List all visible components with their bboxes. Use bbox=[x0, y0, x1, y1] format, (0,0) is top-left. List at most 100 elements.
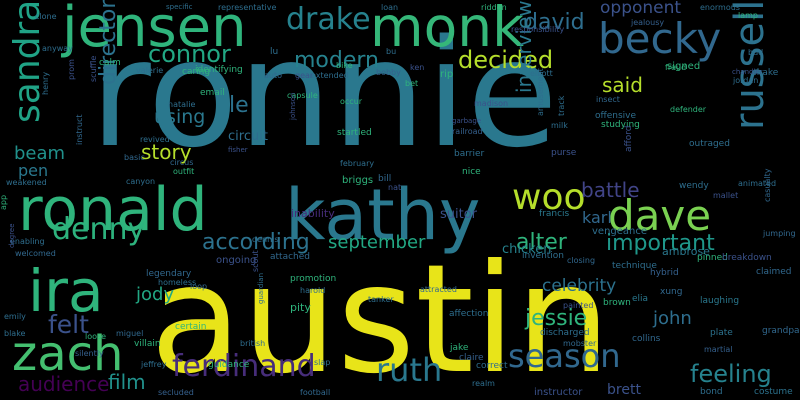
word-instruct: instruct bbox=[75, 114, 84, 146]
word-audience: audience bbox=[18, 372, 110, 396]
word-emily: emily bbox=[4, 312, 26, 321]
word-jeffrey: jeffrey bbox=[141, 360, 167, 369]
word-hybrid: hybrid bbox=[650, 268, 679, 278]
word-bobby: bobby bbox=[376, 68, 401, 77]
word-connor: connor bbox=[148, 40, 231, 68]
word-specific: specific bbox=[166, 3, 193, 11]
word-karl: karl bbox=[582, 208, 612, 227]
word-prom: prom bbox=[67, 59, 76, 80]
word-capsule: capsule bbox=[287, 91, 318, 100]
word-loan: loan bbox=[381, 3, 399, 12]
word-villain: villain bbox=[134, 339, 161, 349]
word-felt: felt bbox=[48, 310, 89, 339]
word-outraged: outraged bbox=[689, 139, 730, 149]
word-valerie: valerie bbox=[136, 66, 164, 75]
word-slap: slap bbox=[314, 358, 331, 367]
word-circuit: circuit bbox=[228, 129, 268, 144]
word-feeling: feeling bbox=[690, 360, 772, 388]
word-jensen: jensen bbox=[62, 0, 247, 60]
word-bu: bu bbox=[386, 47, 397, 56]
word-ongoing: ongoing bbox=[216, 255, 257, 266]
word-suitor: suitor bbox=[440, 207, 478, 222]
word-xung: xung bbox=[660, 287, 683, 297]
word-austin: austin bbox=[150, 233, 611, 400]
word-fisher: fisher bbox=[228, 146, 248, 154]
word-bet: bet bbox=[405, 79, 419, 88]
word-enormous: enormous bbox=[700, 3, 740, 12]
word-monk: monk bbox=[370, 0, 524, 59]
word-dennis: dennis bbox=[252, 235, 279, 244]
word-jody: jody bbox=[136, 284, 175, 305]
word-attracted: attracted bbox=[420, 285, 457, 294]
word-martial: martial bbox=[704, 345, 733, 354]
word-miguel: miguel bbox=[116, 329, 144, 338]
word-celebrity: celebrity bbox=[542, 276, 617, 296]
word-identifying: identifying bbox=[195, 65, 243, 75]
word-wendy: wendy bbox=[679, 181, 709, 191]
word-vengeance: vengeance bbox=[592, 226, 648, 237]
word-pen: pen bbox=[18, 161, 49, 180]
word-jealousy: jealousy bbox=[631, 18, 665, 27]
word-beam: beam bbox=[14, 143, 66, 164]
word-mobster: mobster bbox=[563, 339, 597, 348]
word-realm: realm bbox=[472, 379, 495, 388]
word-ken: ken bbox=[410, 63, 425, 72]
word-ronnie: ronnie bbox=[90, 8, 558, 180]
word-david: david bbox=[524, 10, 585, 35]
word-modern: modern bbox=[294, 48, 379, 73]
word-anyway: anyway bbox=[42, 44, 73, 53]
word-grandpa: grandpa bbox=[762, 326, 800, 336]
word-casualty: casualty bbox=[763, 168, 772, 202]
word-zach: zach bbox=[12, 326, 124, 382]
word-becky: becky bbox=[598, 14, 722, 63]
word-animated: animated bbox=[738, 179, 777, 188]
word-legendary: legendary bbox=[146, 269, 192, 279]
word-february: february bbox=[340, 159, 375, 168]
word-loose: loose bbox=[85, 332, 107, 341]
word-certain: certain bbox=[175, 322, 207, 332]
word-defender: defender bbox=[670, 105, 707, 114]
word-bond: bond bbox=[700, 387, 723, 397]
word-chicken: chicken bbox=[502, 242, 552, 257]
word-revived: revived bbox=[140, 135, 170, 144]
word-painted: painted bbox=[563, 301, 594, 310]
word-kathy: kathy bbox=[285, 174, 481, 256]
word-ira: ira bbox=[28, 257, 104, 325]
word-woo: woo bbox=[512, 177, 586, 218]
word-henry: henry bbox=[41, 71, 50, 95]
word-francis: francis bbox=[539, 209, 570, 219]
word-bike: bike bbox=[336, 61, 353, 70]
word-claimed: claimed bbox=[756, 267, 792, 277]
word-director: director bbox=[96, 0, 121, 86]
word-scuffle: scuffle bbox=[89, 55, 98, 82]
word-mallet: mallet bbox=[713, 191, 739, 200]
word-jordan: jordan bbox=[733, 76, 759, 85]
word-purse: purse bbox=[551, 148, 577, 158]
word-offensive: offensive bbox=[595, 111, 637, 121]
word-madison: madison bbox=[474, 99, 509, 108]
word-outfit: outfit bbox=[173, 167, 195, 176]
word-attached: attached bbox=[270, 252, 310, 262]
word-costume: costume bbox=[754, 387, 793, 397]
word-ambrose: ambrose bbox=[662, 245, 710, 258]
word-degree: degree bbox=[8, 223, 16, 248]
word-discharged: discharged bbox=[540, 328, 590, 338]
word-homeless: homeless bbox=[158, 278, 197, 287]
word-elia: elia bbox=[632, 294, 649, 304]
word-chandler: chandler bbox=[732, 68, 763, 76]
word-pity: pity bbox=[290, 301, 311, 314]
word-guidance: guidance bbox=[208, 360, 250, 370]
word-afford: afford bbox=[624, 125, 634, 152]
word-decided: decided bbox=[458, 46, 554, 74]
word-clone: clone bbox=[35, 12, 57, 21]
word-john: john bbox=[653, 308, 692, 329]
word-pinned: pinned bbox=[697, 253, 728, 263]
word-silently: silently bbox=[75, 349, 104, 358]
word-guardian: guardian bbox=[257, 272, 265, 304]
word-auto: auto bbox=[264, 71, 283, 80]
word-le: le bbox=[229, 93, 249, 118]
word-invention: invention bbox=[522, 251, 565, 261]
word-denny: denny bbox=[52, 212, 146, 247]
word-milk: milk bbox=[551, 121, 568, 130]
